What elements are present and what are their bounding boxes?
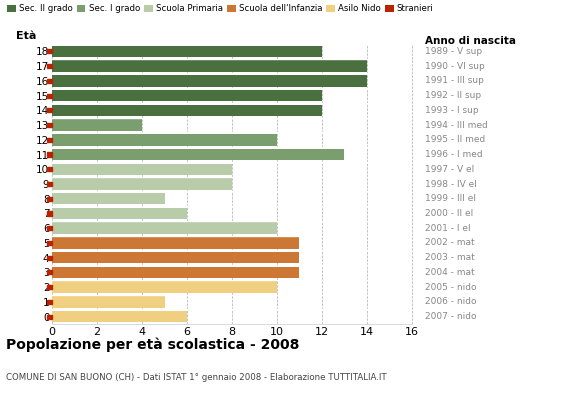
Text: 1996 - I med: 1996 - I med — [425, 150, 483, 159]
Bar — [47, 212, 52, 216]
Text: COMUNE DI SAN BUONO (CH) - Dati ISTAT 1° gennaio 2008 - Elaborazione TUTTITALIA.: COMUNE DI SAN BUONO (CH) - Dati ISTAT 1°… — [6, 373, 386, 382]
Text: 1990 - VI sup: 1990 - VI sup — [425, 62, 484, 71]
Bar — [47, 108, 52, 112]
Text: Anno di nascita: Anno di nascita — [425, 36, 516, 46]
Bar — [52, 311, 187, 322]
Bar — [47, 226, 52, 230]
Bar — [52, 104, 322, 116]
Text: 1991 - III sup: 1991 - III sup — [425, 76, 484, 85]
Bar — [52, 178, 232, 190]
Bar — [52, 75, 367, 86]
Bar — [47, 300, 52, 304]
Bar — [47, 94, 52, 98]
Bar — [52, 252, 299, 264]
Legend: Sec. II grado, Sec. I grado, Scuola Primaria, Scuola dell'Infanzia, Asilo Nido, : Sec. II grado, Sec. I grado, Scuola Prim… — [7, 4, 433, 13]
Text: 2003 - mat: 2003 - mat — [425, 253, 474, 262]
Bar — [52, 267, 299, 278]
Text: 2004 - mat: 2004 - mat — [425, 268, 474, 277]
Text: 1999 - III el: 1999 - III el — [425, 194, 476, 203]
Bar — [52, 296, 165, 308]
Text: 1992 - II sup: 1992 - II sup — [425, 91, 481, 100]
Bar — [52, 90, 322, 101]
Bar — [47, 152, 52, 156]
Bar — [52, 134, 277, 146]
Text: Età: Età — [16, 31, 37, 41]
Text: Popolazione per età scolastica - 2008: Popolazione per età scolastica - 2008 — [6, 338, 299, 352]
Bar — [47, 49, 52, 54]
Bar — [47, 197, 52, 201]
Text: 2002 - mat: 2002 - mat — [425, 238, 474, 248]
Bar — [47, 167, 52, 171]
Text: 1994 - III med: 1994 - III med — [425, 120, 488, 130]
Text: 2006 - nido: 2006 - nido — [425, 297, 476, 306]
Bar — [52, 193, 165, 204]
Bar — [52, 164, 232, 175]
Bar — [52, 282, 277, 293]
Text: 1997 - V el: 1997 - V el — [425, 165, 474, 174]
Bar — [52, 46, 322, 57]
Text: 2005 - nido: 2005 - nido — [425, 283, 476, 292]
Bar — [47, 79, 52, 83]
Bar — [47, 270, 52, 274]
Text: 1989 - V sup: 1989 - V sup — [425, 47, 482, 56]
Bar — [47, 285, 52, 289]
Text: 1993 - I sup: 1993 - I sup — [425, 106, 478, 115]
Bar — [47, 64, 52, 68]
Text: 2007 - nido: 2007 - nido — [425, 312, 476, 321]
Text: 1998 - IV el: 1998 - IV el — [425, 180, 477, 188]
Bar — [47, 314, 52, 319]
Text: 2001 - I el: 2001 - I el — [425, 224, 470, 233]
Bar — [52, 119, 142, 131]
Bar — [52, 60, 367, 72]
Bar — [52, 222, 277, 234]
Bar — [52, 208, 187, 219]
Text: 2000 - II el: 2000 - II el — [425, 209, 473, 218]
Bar — [47, 241, 52, 245]
Bar — [47, 256, 52, 260]
Bar — [47, 182, 52, 186]
Bar — [52, 149, 345, 160]
Bar — [47, 123, 52, 127]
Bar — [47, 138, 52, 142]
Bar — [52, 237, 299, 249]
Text: 1995 - II med: 1995 - II med — [425, 135, 485, 144]
